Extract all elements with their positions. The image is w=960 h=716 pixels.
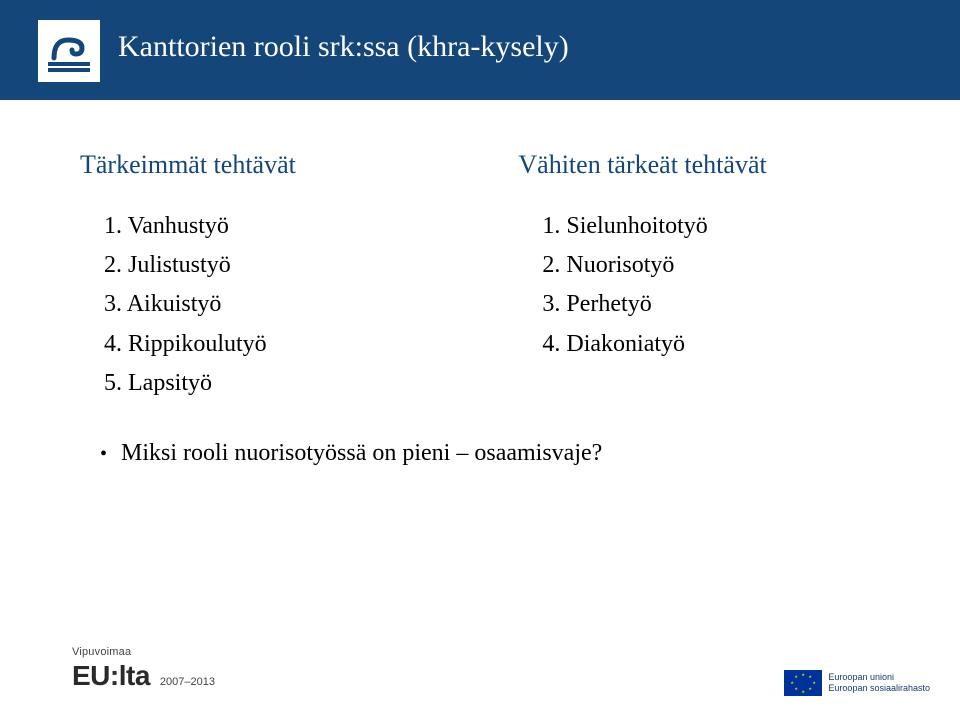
list-number: 2.	[542, 252, 566, 278]
eulta-row: EU:lta 2007–2013	[72, 660, 215, 692]
eu-flag-row: ★ ★ ★ ★ ★ ★ ★ ★ Euroopan unioni Euroopan…	[784, 670, 930, 696]
column-left: Tärkeimmät tehtävät 1. Vanhustyö 2. Juli…	[0, 150, 518, 404]
list-text: Aikuistyö	[127, 291, 222, 317]
list-item: 1. Vanhustyö	[104, 208, 518, 245]
left-heading: Tärkeimmät tehtävät	[80, 150, 518, 180]
left-list: 1. Vanhustyö 2. Julistustyö 3. Aikuistyö…	[80, 208, 518, 402]
list-number: 3.	[104, 291, 127, 317]
list-text: Perhetyö	[566, 291, 651, 317]
list-number: 5.	[104, 370, 128, 396]
footer-right-eu: ★ ★ ★ ★ ★ ★ ★ ★ Euroopan unioni Euroopan…	[784, 670, 930, 698]
list-text: Diakoniatyö	[566, 331, 685, 357]
list-text: Vanhustyö	[128, 213, 229, 239]
column-right: Vähiten tärkeät tehtävät 1. Sielunhoitot…	[518, 150, 960, 404]
eu-line2: Euroopan sosiaalirahasto	[828, 683, 930, 694]
list-text: Sielunhoitotyö	[566, 213, 707, 239]
eulta-dates: 2007–2013	[160, 676, 215, 688]
list-number: 1.	[542, 213, 566, 239]
bullet-row: • Miksi rooli nuorisotyössä on pieni – o…	[100, 440, 602, 468]
right-heading: Vähiten tärkeät tehtävät	[518, 150, 960, 180]
slide-title: Kanttorien rooli srk:ssa (khra-kysely)	[118, 30, 569, 64]
footer-left-logo: Vipuvoimaa EU:lta 2007–2013	[72, 646, 215, 692]
list-text: Rippikoulutyö	[128, 331, 267, 357]
list-text: Lapsityö	[128, 370, 212, 396]
bullet-marker: •	[100, 440, 107, 468]
eu-flag-icon: ★ ★ ★ ★ ★ ★ ★ ★	[784, 670, 822, 696]
eulta-text: EU:lta	[72, 660, 150, 692]
list-number: 4.	[104, 331, 128, 357]
slide: Kanttorien rooli srk:ssa (khra-kysely) T…	[0, 0, 960, 716]
logo-icon	[44, 26, 94, 76]
list-number: 2.	[104, 252, 128, 278]
list-item: 2. Nuorisotyö	[542, 247, 960, 284]
list-item: 1. Sielunhoitotyö	[542, 208, 960, 245]
eu-line1: Euroopan unioni	[828, 672, 930, 683]
list-item: 4. Rippikoulutyö	[104, 326, 518, 363]
eu-text-block: Euroopan unioni Euroopan sosiaalirahasto	[828, 672, 930, 694]
logo-box	[38, 20, 100, 82]
list-item: 3. Perhetyö	[542, 286, 960, 323]
header-bar: Kanttorien rooli srk:ssa (khra-kysely)	[0, 0, 960, 100]
list-item: 3. Aikuistyö	[104, 286, 518, 323]
list-item: 2. Julistustyö	[104, 247, 518, 284]
vipu-text: Vipuvoimaa	[72, 646, 215, 658]
list-number: 3.	[542, 291, 566, 317]
list-item: 5. Lapsityö	[104, 365, 518, 402]
right-list: 1. Sielunhoitotyö 2. Nuorisotyö 3. Perhe…	[518, 208, 960, 363]
content-area: Tärkeimmät tehtävät 1. Vanhustyö 2. Juli…	[0, 150, 960, 404]
list-number: 1.	[104, 213, 128, 239]
bullet-text: Miksi rooli nuorisotyössä on pieni – osa…	[121, 440, 602, 467]
columns: Tärkeimmät tehtävät 1. Vanhustyö 2. Juli…	[0, 150, 960, 404]
list-number: 4.	[542, 331, 566, 357]
list-item: 4. Diakoniatyö	[542, 326, 960, 363]
list-text: Julistustyö	[128, 252, 231, 278]
list-text: Nuorisotyö	[566, 252, 674, 278]
